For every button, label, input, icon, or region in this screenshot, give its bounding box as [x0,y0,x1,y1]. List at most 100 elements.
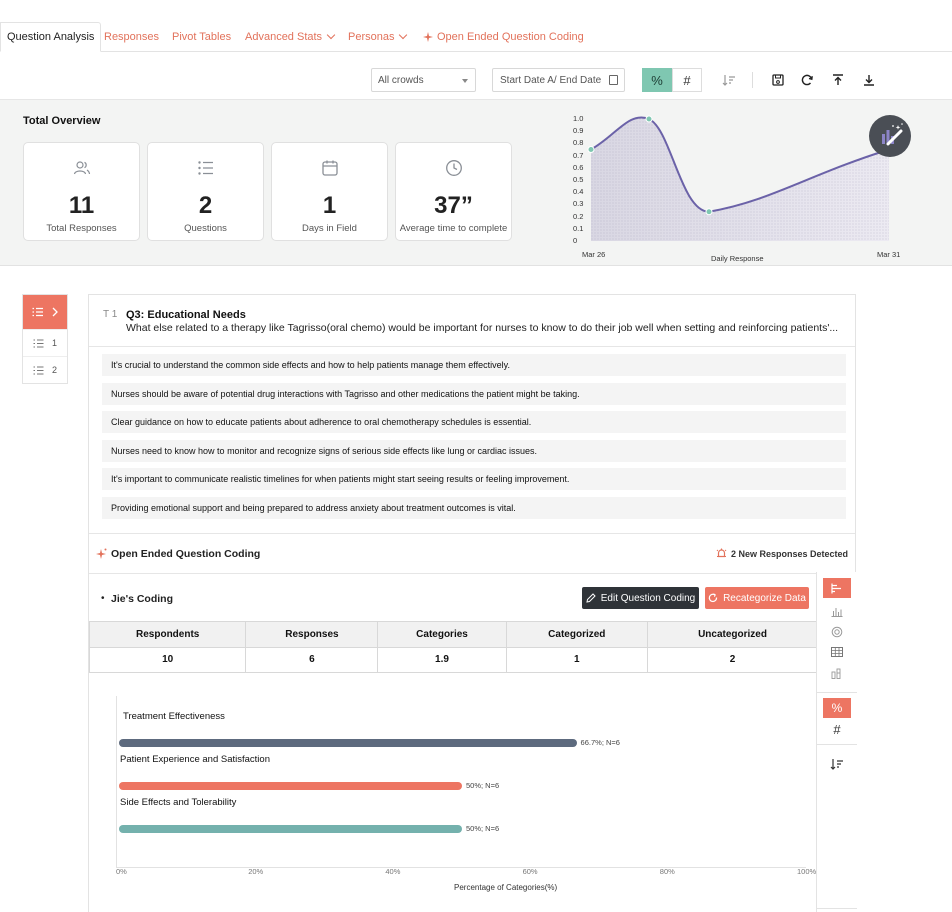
divider [817,744,857,745]
toolbar: All crowds Start Date A/ End Date % # [0,52,952,100]
chart-x-tick: 80% [659,867,675,876]
chart-x-tick: 100% [797,867,817,876]
percent-icon: % [831,701,843,715]
count-toggle-button[interactable]: # [672,68,702,92]
sort-button[interactable] [719,70,739,90]
navigator-item-1[interactable]: 1 [23,329,67,356]
table-cell: 1.9 [377,646,507,673]
magic-wand-icon [882,123,903,146]
sort-button[interactable] [823,754,851,774]
chart-x-tick: Mar 31 [877,250,901,259]
response-item: Providing emotional support and being pr… [102,497,846,519]
table-header-row: Respondents Responses Categories Categor… [88,621,818,648]
stat-value: 2 [198,192,213,219]
navigator-toggle-button[interactable] [23,295,67,329]
vertical-bar-icon [831,607,843,617]
edit-question-coding-button[interactable]: Edit Question Coding [582,587,699,609]
horizontal-bar-icon [831,583,841,593]
bar-category-label: Side Effects and Tolerability [120,797,237,808]
new-responses-text: 2 New Responses Detected [730,548,848,559]
stat-label: Average time to complete [399,223,508,234]
bar[interactable] [119,782,462,790]
stat-label: Questions [184,223,227,234]
chart-y-tick: 0.2 [573,211,584,221]
percent-toggle-button[interactable]: % [642,68,672,92]
sparkle-icon [96,548,107,559]
table-row: 10 6 1.9 1 2 [88,646,818,673]
chart-y-tick: 0.9 [573,126,584,136]
response-item: Nurses need to know how to monitor and r… [102,440,846,462]
chart-tools-strip: % # [816,572,857,912]
tab-personas[interactable]: Personas [348,22,408,52]
coding-stats-table: Respondents Responses Categories Categor… [88,621,818,673]
save-button[interactable] [768,70,788,90]
tab-responses[interactable]: Responses [104,22,159,52]
bar-category-label: Patient Experience and Satisfaction [120,754,270,765]
bar-chart-vertical-button[interactable] [823,601,851,621]
tab-pivot-tables[interactable]: Pivot Tables [172,22,231,52]
table-cell: 1 [505,646,649,673]
tab-label: Pivot Tables [172,31,232,43]
category-bar-chart: Percentage of Categories(%) Treatment Ef… [89,295,855,912]
chart-x-tick: 0% [116,867,127,876]
divider [89,533,855,534]
table-icon [831,647,843,657]
percent-mode-button[interactable]: % [823,698,851,718]
table-header-cell: Categorized [505,621,649,648]
table-cell: 6 [245,646,379,673]
tab-advanced-stats[interactable]: Advanced Stats [245,22,336,52]
crowd-select[interactable]: All crowds [371,68,476,92]
bar[interactable] [119,825,462,833]
total-overview: Total Overview 11 Total Responses 2 Ques… [0,100,952,266]
chart-point [587,146,595,153]
save-icon [772,74,784,86]
tab-bar: Question Analysis Responses Pivot Tables… [0,0,952,52]
chart-y-tick: 0.6 [573,162,584,172]
chart-y-tick: 0.3 [573,199,584,209]
donut-chart-icon [831,626,843,638]
chart-y-tick: 1.0 [573,114,584,123]
navigator-item-2[interactable]: 2 [23,356,67,383]
users-icon [73,161,90,175]
crowd-select-value: All crowds [378,74,424,86]
magic-wand-button[interactable] [869,115,911,157]
bar-chart-horizontal-button[interactable] [823,578,851,598]
question-navigator: 1 2 [22,294,68,384]
refresh-button[interactable] [797,70,817,90]
bullet-icon: • [101,593,105,604]
tab-open-ended-coding[interactable]: Open Ended Question Coding [422,22,584,52]
divider [89,573,855,574]
stat-card-questions: 2 Questions [147,142,264,241]
chart-points [587,115,713,216]
bar[interactable] [119,739,577,747]
chart-y-tick: 0.7 [573,150,584,160]
tab-label: Advanced Stats [245,31,323,43]
chart-area-texture [591,117,889,241]
download-icon [864,75,874,86]
upload-button[interactable] [828,70,848,90]
new-responses-alert[interactable]: 2 New Responses Detected [716,548,848,559]
chevron-right-icon [52,307,58,317]
date-range-input[interactable]: Start Date A/ End Date [492,68,625,92]
pie-chart-button[interactable] [823,622,851,642]
tab-question-analysis[interactable]: Question Analysis [0,22,102,52]
stacked-chart-button[interactable] [823,663,851,683]
bar-category-label: Treatment Effectiveness [123,711,225,722]
tab-label: Open Ended Question Coding [437,31,584,43]
date-range-value: Start Date A/ End Date [500,74,602,86]
stat-label: Total Responses [46,223,117,234]
recategorize-data-button[interactable]: Recategorize Data [705,587,809,609]
table-view-button[interactable] [823,642,851,662]
bar-value-label: 50%; N=6 [466,781,500,790]
chart-y-tick: 0.4 [573,187,584,197]
chart-point [645,115,653,123]
chart-x-label: Percentage of Categories(%) [454,883,558,892]
download-button[interactable] [859,70,879,90]
chart-series-line [590,116,890,213]
count-mode-button[interactable]: # [823,719,851,739]
response-item: It's important to communicate realistic … [102,468,846,490]
sort-icon [722,75,735,86]
navigator-item-label: 2 [51,365,57,375]
coding-name: Jie's Coding [111,593,174,605]
percent-icon: % [651,72,663,88]
